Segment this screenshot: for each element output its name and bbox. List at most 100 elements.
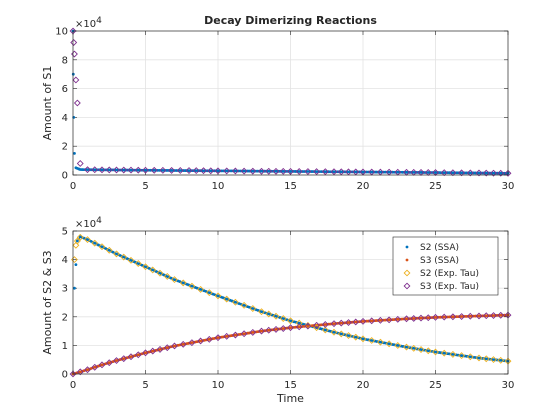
x-tick-label: 5	[142, 181, 148, 192]
data-point	[163, 272, 171, 280]
data-point	[156, 269, 164, 277]
x-tick-label: 25	[429, 181, 442, 192]
data-point	[337, 330, 345, 338]
data-point	[188, 339, 196, 347]
data-point	[497, 356, 505, 364]
data-point	[197, 337, 205, 345]
data-point	[113, 166, 120, 174]
data-point	[403, 315, 410, 323]
x-tick-label: 5	[142, 380, 148, 391]
data-point	[330, 320, 338, 328]
data-point	[120, 166, 128, 174]
data-point	[287, 324, 294, 332]
data-point	[176, 167, 184, 174]
data-point	[73, 152, 76, 155]
data-point	[424, 347, 432, 355]
data-point	[466, 312, 474, 320]
legend-marker	[403, 269, 411, 277]
data-point	[337, 168, 345, 176]
data-point	[197, 285, 205, 293]
data-point	[113, 357, 120, 364]
data-point	[359, 335, 367, 343]
data-point	[76, 233, 84, 241]
data-point	[249, 305, 257, 312]
data-point	[192, 167, 200, 175]
data-point	[134, 260, 142, 267]
data-point	[98, 361, 106, 369]
data-point	[142, 166, 149, 174]
data-point	[84, 366, 91, 374]
data-point	[105, 246, 113, 254]
data-point	[287, 317, 294, 325]
data-point	[231, 298, 239, 306]
data-point	[98, 166, 106, 174]
y-tick-label: 4	[62, 113, 68, 124]
data-point	[159, 166, 167, 174]
data-point	[458, 169, 466, 177]
data-point	[223, 332, 231, 340]
y-exponent-label: ×104	[75, 216, 102, 230]
data-point	[231, 331, 239, 339]
data-point	[205, 289, 213, 297]
data-point	[249, 167, 257, 175]
data-point	[304, 168, 312, 175]
y-tick-label: 8	[62, 55, 68, 66]
x-tick-label: 20	[357, 380, 370, 391]
data-point	[150, 166, 158, 174]
data-point	[72, 76, 80, 84]
bottom-axes: 0 5 10 15 20 25 30 0 1 2 3 4 5 ×104 Time Amount of S2 &…	[41, 216, 514, 405]
data-point	[84, 166, 91, 174]
data-point	[91, 363, 99, 371]
y-tick-label: 5	[62, 227, 68, 238]
data-point	[497, 311, 505, 319]
data-point	[142, 349, 149, 357]
data-point	[74, 263, 78, 267]
y-tick-label: 2	[62, 142, 68, 153]
axes-frame	[72, 230, 509, 375]
data-point	[321, 168, 329, 176]
data-point	[75, 239, 79, 243]
data-point	[149, 266, 157, 274]
legend-label: S2 (SSA)	[420, 243, 459, 253]
data-point	[475, 169, 483, 177]
x-tick-label: 25	[429, 380, 442, 391]
x-tick-label: 0	[70, 181, 76, 192]
data-point	[73, 286, 76, 290]
data-point	[345, 168, 352, 176]
data-point	[240, 330, 248, 338]
data-point	[287, 167, 294, 175]
x-tick-label: 10	[212, 380, 225, 391]
chart-title: Decay Dimerizing Reactions	[204, 14, 377, 27]
data-point	[449, 350, 457, 358]
data-point	[279, 315, 287, 322]
top-axes: 0 5 10 15 20 25 30 0 2 4 6 8 10 ×104 Decay Dimerizing …	[41, 14, 514, 192]
data-point	[120, 253, 128, 261]
data-point	[168, 166, 176, 174]
data-point	[272, 325, 280, 333]
y-tick-label: 10	[55, 27, 68, 38]
data-point	[179, 279, 187, 287]
data-point	[127, 256, 135, 264]
data-point	[91, 239, 99, 247]
data-point	[475, 312, 483, 320]
legend-label: S3 (SSA)	[420, 256, 459, 266]
data-point	[368, 317, 376, 325]
data-point	[127, 353, 135, 361]
legend-label: S2 (Exp. Tau)	[420, 269, 479, 279]
data-point	[376, 338, 384, 346]
legend-label: S3 (Exp. Tau)	[420, 282, 479, 292]
data-point	[410, 315, 418, 322]
data-point	[345, 332, 352, 339]
data-point	[385, 340, 393, 348]
y-axis-label: Amount of S1	[41, 66, 54, 141]
x-tick-label: 30	[502, 181, 515, 192]
data-point	[475, 354, 483, 362]
y-tick-label: 2	[62, 312, 68, 323]
data-point	[368, 337, 376, 344]
data-point	[482, 169, 490, 177]
data-point	[76, 368, 84, 376]
data-point	[265, 326, 273, 334]
data-point	[410, 344, 418, 352]
y-tick-label: 0	[62, 370, 68, 381]
x-axis-label: Time	[276, 392, 304, 405]
